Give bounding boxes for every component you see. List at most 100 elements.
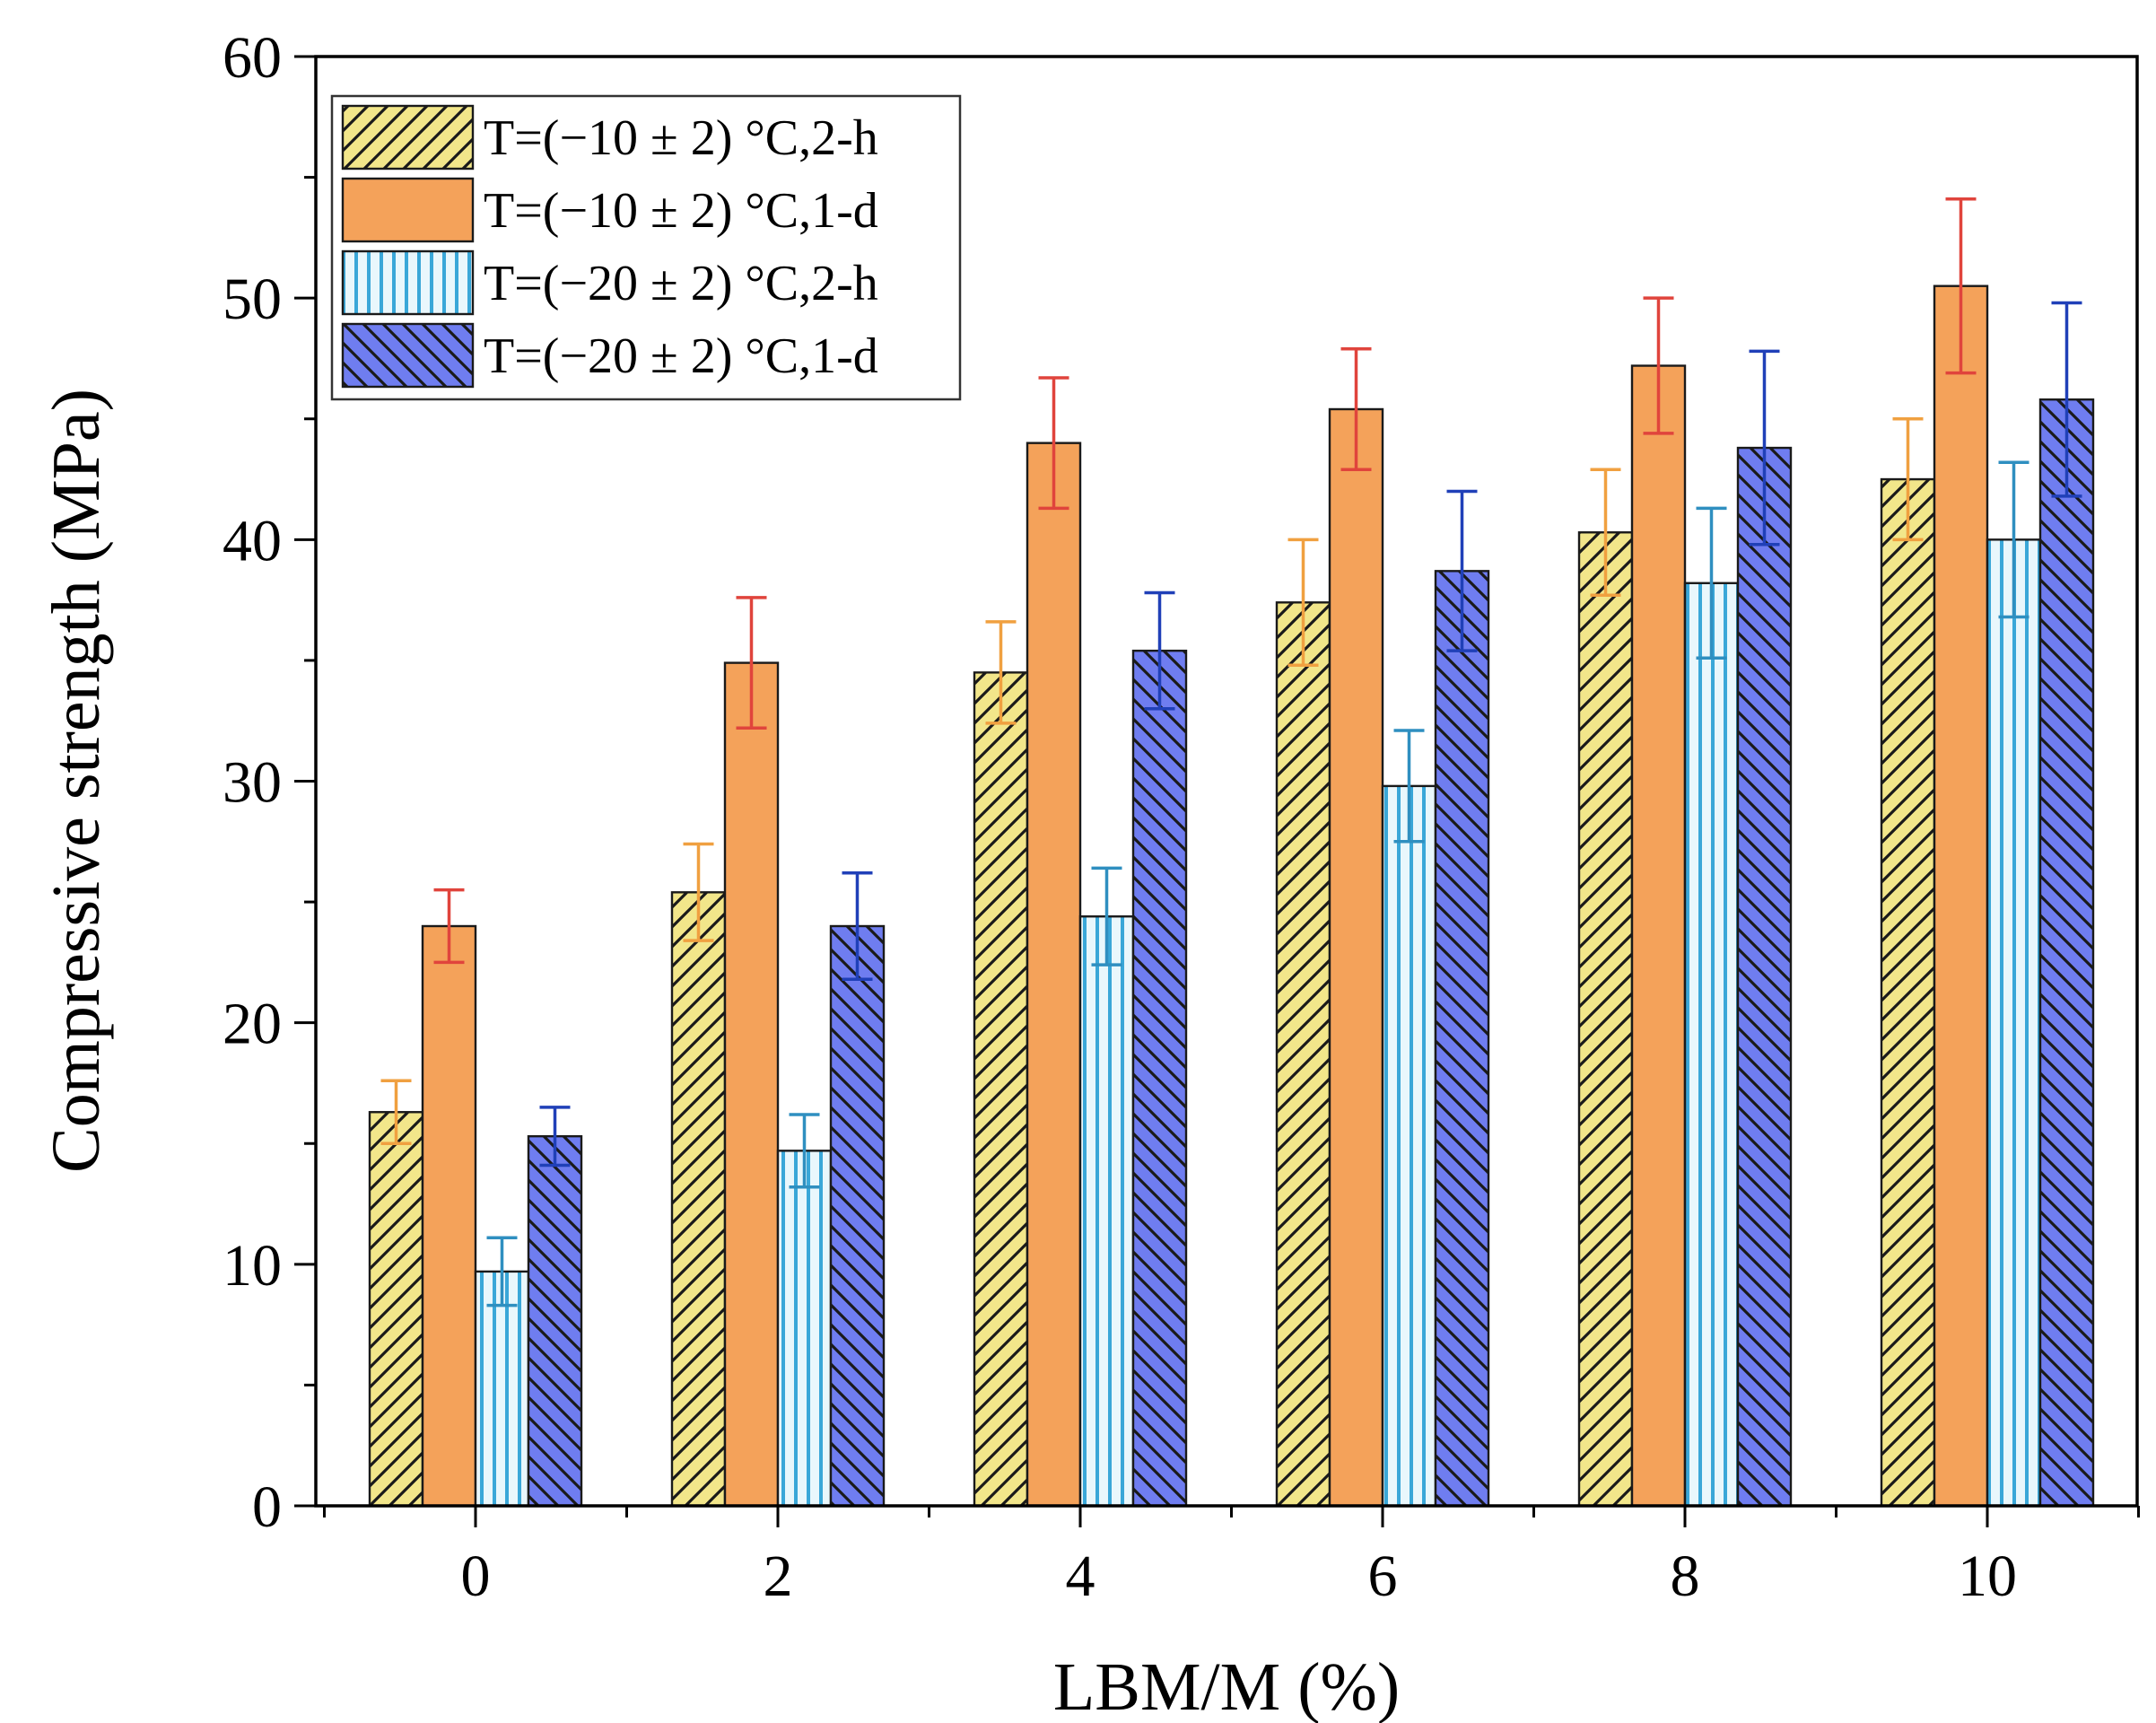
bar: [1577, 531, 1634, 1508]
axes-layer: 0 2 4 6 8 10 0 10 20 30 40 50 60: [223, 25, 2140, 1609]
bar-fill: [423, 926, 476, 1506]
bar-pattern: [831, 926, 884, 1506]
error-bar: [380, 1079, 412, 1145]
y-tick-label: 40: [223, 508, 282, 573]
error-bar: [1144, 590, 1175, 711]
error-bar: [842, 871, 873, 981]
legend-swatch-outline: [341, 177, 475, 243]
bar-pattern: [1685, 582, 1738, 1506]
bar: [1736, 446, 1793, 1508]
bar: [1933, 284, 1989, 1508]
bar-pattern: [1080, 916, 1133, 1506]
error-bar: [433, 888, 465, 965]
bar: [1630, 364, 1687, 1508]
legend-swatch-outline: [341, 104, 475, 171]
bar: [1683, 582, 1740, 1508]
bar: [973, 671, 1029, 1508]
error-bar: [1998, 460, 2029, 619]
bar: [670, 891, 727, 1508]
legend-swatch-pattern: [343, 106, 473, 169]
x-tick-label: 0: [461, 1544, 491, 1609]
bar-pattern: [1987, 539, 2040, 1507]
y-tick-label: 60: [223, 25, 282, 91]
legend-item: T=(−10 ± 2) °C,2-h: [341, 104, 878, 171]
bar-fill: [1632, 365, 1685, 1506]
error-bar: [1892, 417, 1924, 542]
error-bar: [1446, 489, 1478, 652]
bar-pattern: [528, 1136, 581, 1506]
error-bar: [1340, 346, 1372, 472]
bar-pattern: [1133, 651, 1186, 1506]
legend-item: T=(−10 ± 2) °C,1-d: [341, 177, 878, 243]
error-bar: [1590, 468, 1621, 597]
error-bar: [1945, 197, 1977, 375]
y-tick-label: 30: [223, 750, 282, 816]
x-tick-label: 4: [1066, 1544, 1095, 1609]
bar-pattern: [778, 1150, 831, 1506]
bar: [1026, 442, 1082, 1508]
y-tick-label: 0: [252, 1474, 282, 1540]
legend-label: T=(−10 ± 2) °C,2-h: [484, 110, 878, 166]
legend-swatch-pattern: [343, 324, 473, 387]
bar-pattern: [2040, 399, 2093, 1506]
bar: [527, 1134, 583, 1508]
bar: [723, 661, 780, 1508]
bar-pattern: [1277, 602, 1330, 1506]
error-bar: [486, 1236, 518, 1308]
bar: [368, 1111, 424, 1508]
bar: [829, 924, 886, 1508]
legend-swatch-fill: [343, 179, 473, 241]
error-bar: [2051, 301, 2082, 498]
error-bar: [1393, 729, 1425, 844]
error-bar: [1038, 376, 1069, 511]
bar-pattern: [1738, 448, 1791, 1506]
bar-fill: [1934, 285, 1987, 1506]
error-bar: [1749, 349, 1780, 547]
bar: [1328, 407, 1384, 1508]
bar-pattern: [1436, 571, 1488, 1507]
y-tick-label: 10: [223, 1233, 282, 1299]
bar: [1880, 477, 1936, 1508]
error-bars-layer: [380, 197, 2082, 1308]
legend-swatch-outline: [341, 249, 475, 316]
legend-label: T=(−10 ± 2) °C,1-d: [484, 183, 878, 239]
legend-item: T=(−20 ± 2) °C,2-h: [341, 249, 878, 316]
bar: [1131, 649, 1188, 1508]
bar: [1275, 601, 1331, 1508]
bar-pattern: [974, 672, 1027, 1506]
bar-pattern: [476, 1271, 528, 1506]
error-bar: [736, 596, 767, 730]
legend: T=(−10 ± 2) °C,2-h T=(−10 ± 2) °C,1-d T=(−…: [330, 94, 962, 401]
legend-swatch-outline: [341, 322, 475, 389]
bar: [1434, 570, 1490, 1508]
bar: [1986, 538, 2042, 1508]
bar-pattern: [1383, 785, 1436, 1506]
bar-fill: [1027, 442, 1080, 1507]
bar: [1381, 784, 1437, 1508]
bar: [776, 1150, 833, 1508]
error-bar: [1287, 538, 1319, 668]
bar-fill: [725, 662, 778, 1506]
x-axis-title: LBM/M (%): [1053, 1649, 1400, 1723]
bar-pattern: [370, 1112, 423, 1506]
error-bar: [539, 1106, 571, 1168]
bar-pattern: [1881, 479, 1934, 1506]
error-bar: [683, 842, 714, 942]
bar: [421, 924, 477, 1508]
y-axis-title: Compressive strength (MPa): [39, 389, 114, 1173]
bar: [1078, 915, 1135, 1508]
legend-item: T=(−20 ± 2) °C,1-d: [341, 322, 878, 389]
bar-pattern: [1579, 532, 1632, 1507]
legend-label: T=(−20 ± 2) °C,1-d: [484, 328, 878, 384]
x-tick-label: 2: [764, 1544, 793, 1609]
bar: [2038, 398, 2095, 1508]
legend-label: T=(−20 ± 2) °C,2-h: [484, 256, 878, 311]
error-bar: [1091, 866, 1122, 966]
y-tick-label: 50: [223, 267, 282, 332]
bars-layer: [368, 284, 2095, 1508]
error-bar: [789, 1113, 820, 1189]
bar-fill: [1330, 408, 1383, 1506]
y-tick-label: 20: [223, 992, 282, 1057]
error-bar: [1643, 296, 1674, 435]
